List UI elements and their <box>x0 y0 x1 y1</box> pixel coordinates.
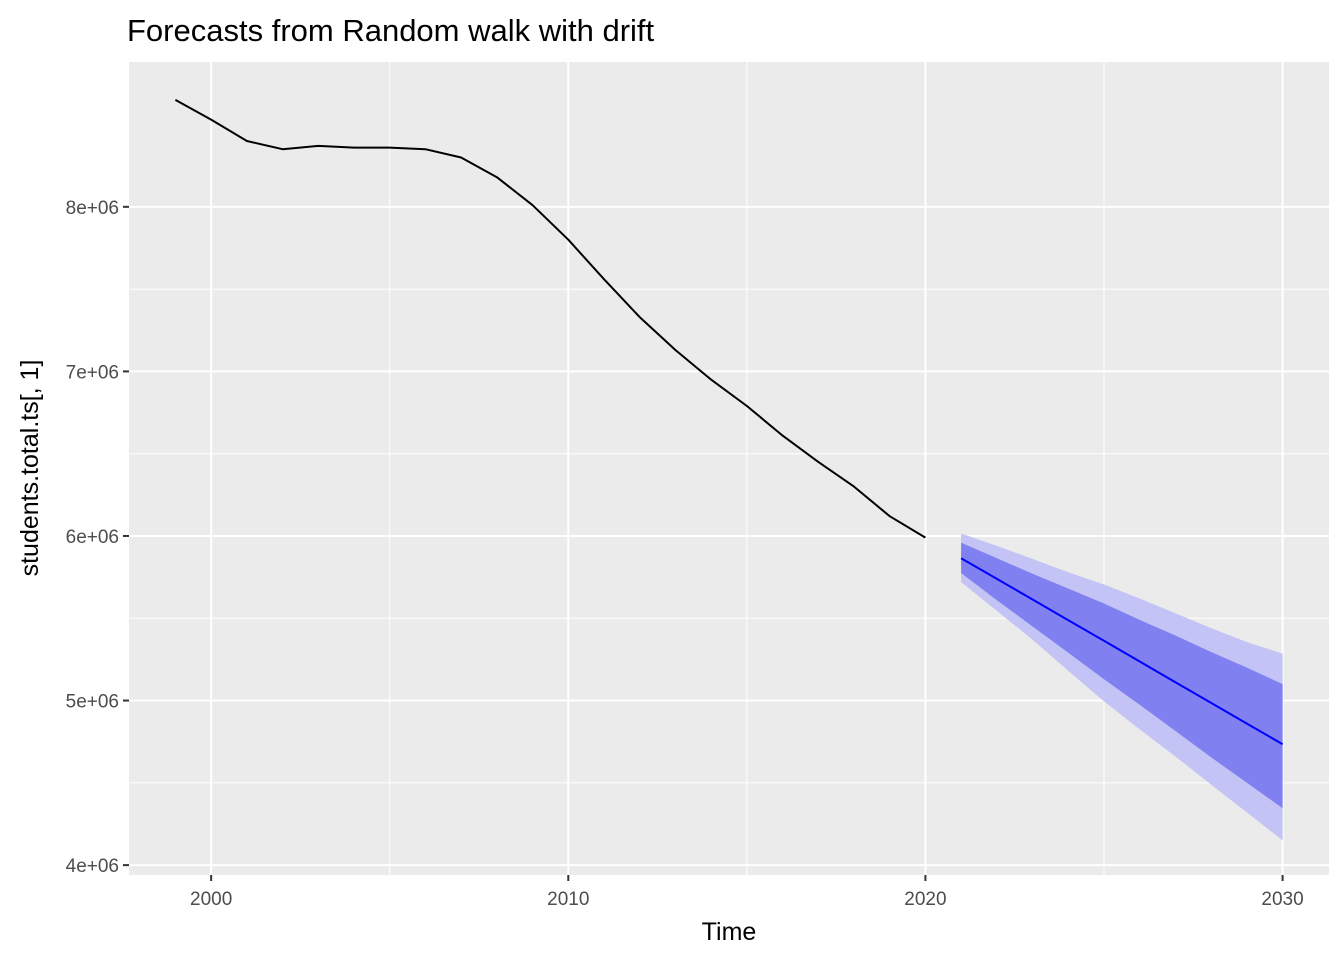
forecast-series-line <box>960 557 1284 746</box>
y-tick-label: 6e+06 <box>66 527 119 548</box>
x-tick-label: 2030 <box>1261 889 1303 910</box>
interval-80-band <box>961 542 1283 809</box>
x-axis-title: Time <box>702 918 757 946</box>
prediction-intervals <box>961 533 1283 841</box>
x-axis: 2000 2010 2020 2030 <box>190 875 1304 910</box>
y-axis-title: students.total.ts[, 1] <box>16 360 44 577</box>
y-tick-label: 7e+06 <box>66 362 119 383</box>
x-tick-label: 2020 <box>904 889 946 910</box>
y-tick-label: 5e+06 <box>66 692 119 713</box>
plot-panel <box>129 62 1329 875</box>
y-axis: 4e+06 5e+06 6e+06 7e+06 8e+06 <box>66 198 129 877</box>
series-lines <box>174 99 1284 746</box>
y-tick-label: 4e+06 <box>66 856 119 877</box>
observed-series-line <box>174 99 926 539</box>
y-tick-label: 8e+06 <box>66 198 119 219</box>
minor-gridlines <box>129 62 1329 875</box>
chart-title: Forecasts from Random walk with drift <box>127 13 655 48</box>
x-tick-label: 2000 <box>190 889 232 910</box>
x-tick-label: 2010 <box>547 889 589 910</box>
